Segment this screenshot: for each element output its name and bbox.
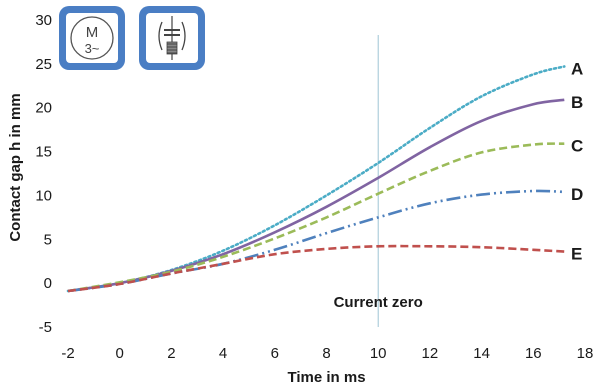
motor-phase: 3~ [85,41,100,56]
curve-label-b: B [571,93,583,112]
x-axis-ticks: -2 0 2 4 6 8 10 12 14 16 18 [61,345,593,362]
curve-b [68,100,564,291]
y-tick-label: -5 [39,319,52,336]
x-tick-label: 18 [577,345,594,362]
x-tick-label: 10 [370,345,387,362]
y-tick-label: 25 [35,56,52,73]
y-axis-ticks: -5 0 5 10 15 20 25 30 [35,12,52,336]
x-tick-label: 8 [322,345,330,362]
x-tick-label: 14 [473,345,490,362]
y-tick-label: 30 [35,12,52,29]
x-tick-label: 16 [525,345,542,362]
y-tick-label: 10 [35,187,52,204]
curve-e [68,246,564,291]
x-tick-label: 12 [422,345,439,362]
motor-symbol: M [86,24,99,41]
curve-label-d: D [571,185,583,204]
curve-label-e: E [571,245,582,264]
icon-group: M3~ [59,6,205,70]
curve-a [68,67,564,292]
drive-icon [139,6,205,70]
curve-labels: AB C D E [571,59,583,263]
curve-d [68,191,564,291]
current-zero-label: Current zero [334,294,423,311]
x-axis-title: Time in ms [287,369,365,386]
x-tick-label: -2 [61,345,74,362]
x-tick-label: 2 [167,345,175,362]
curves [68,67,564,292]
y-tick-label: 5 [44,231,52,248]
x-tick-label: 6 [271,345,279,362]
y-tick-label: 0 [44,275,52,292]
y-tick-label: 20 [35,100,52,117]
curve-label-c: C [571,137,583,156]
x-tick-label: 0 [116,345,124,362]
curve-c [68,144,564,291]
y-tick-label: 15 [35,144,52,161]
motor-icon: M3~ [59,6,125,70]
y-axis-title: Contact gap h in mm [7,93,24,241]
x-tick-label: 4 [219,345,227,362]
curve-label-a: A [571,59,583,78]
